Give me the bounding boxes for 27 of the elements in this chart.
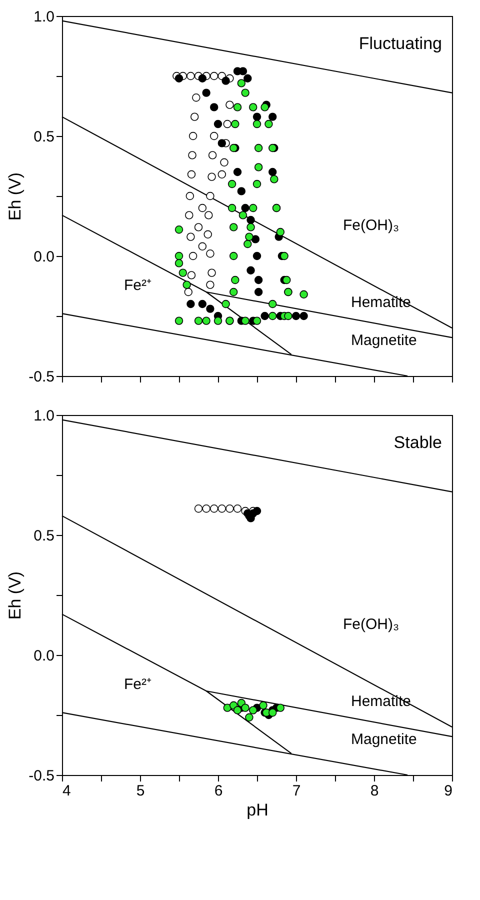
y-tick-label: 0.0 — [34, 248, 54, 266]
annotation: Fe(OH)₃ — [343, 616, 400, 633]
annotation: Hematite — [351, 693, 412, 710]
annotation: Hematite — [351, 294, 412, 311]
x-tick-label: 6 — [214, 782, 223, 800]
x-tick-label: 8 — [370, 782, 379, 800]
y-tick-label: 0.5 — [34, 128, 54, 146]
y-axis-title: Eh (V) — [6, 571, 25, 620]
y-tick-label: 1.0 — [34, 8, 54, 26]
annotation: Fe²⁺ — [124, 277, 152, 294]
x-axis-title: pH — [246, 800, 268, 820]
annotation: Fe²⁺ — [124, 676, 152, 693]
x-tick-label: 5 — [136, 782, 145, 800]
y-tick-label: -0.5 — [28, 368, 54, 386]
y-tick-label: 0.0 — [34, 648, 54, 664]
x-tick-label: 4 — [62, 782, 71, 800]
text: Fluctuating — [358, 34, 442, 53]
annotation: Fe(OH)₃ — [343, 217, 400, 234]
x-tick-label: 9 — [444, 782, 452, 800]
text: Stable — [394, 433, 442, 452]
x-tick-label: 7 — [292, 782, 301, 800]
annotation: Magnetite — [351, 332, 417, 349]
y-axis-title: Eh (V) — [6, 172, 25, 221]
y-tick-label: 0.5 — [34, 528, 54, 544]
annotation: Magnetite — [351, 731, 417, 748]
y-tick-label: -0.5 — [28, 768, 54, 784]
y-tick-label: 1.0 — [34, 408, 54, 424]
